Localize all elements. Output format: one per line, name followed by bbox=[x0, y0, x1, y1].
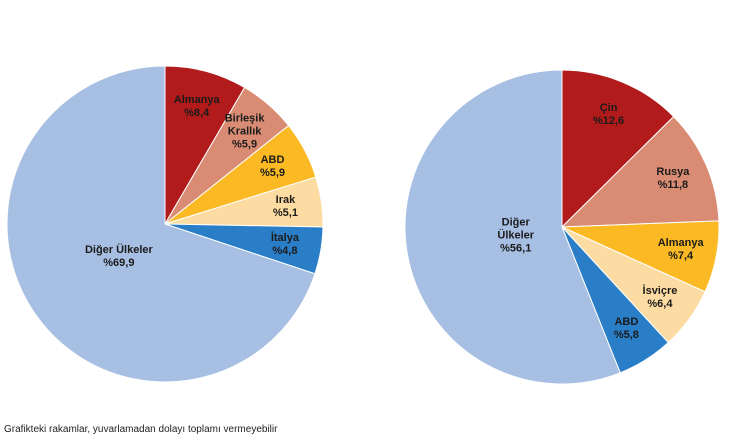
slice-label: Almanya %8,4 bbox=[173, 93, 220, 119]
slice-label: İsviçre %6,4 bbox=[642, 284, 678, 310]
pie-slice bbox=[404, 69, 621, 385]
slice-label: Irak %5,1 bbox=[272, 193, 298, 219]
slice-label: ABD %5,9 bbox=[259, 154, 286, 180]
footnote: Grafikteki rakamlar, yuvarlamadan dolayı… bbox=[4, 424, 278, 435]
slice-label: Çin %12,6 bbox=[592, 102, 625, 128]
pie-slice bbox=[6, 65, 316, 383]
slice-label: ABD %5,8 bbox=[613, 316, 639, 342]
slice-label: İtalya %4,8 bbox=[270, 231, 299, 257]
slice-label: Diğer Ülkeler %56,1 bbox=[497, 216, 535, 255]
pie-slice bbox=[560, 115, 720, 228]
slice-label: Birleşik Krallık %5,9 bbox=[224, 112, 265, 151]
slice-label: Diğer Ülkeler %69,9 bbox=[84, 244, 153, 270]
pie-slice bbox=[561, 69, 675, 229]
slice-label: Rusya %11,8 bbox=[656, 165, 690, 191]
slice-label: Almanya %7,4 bbox=[657, 237, 704, 263]
